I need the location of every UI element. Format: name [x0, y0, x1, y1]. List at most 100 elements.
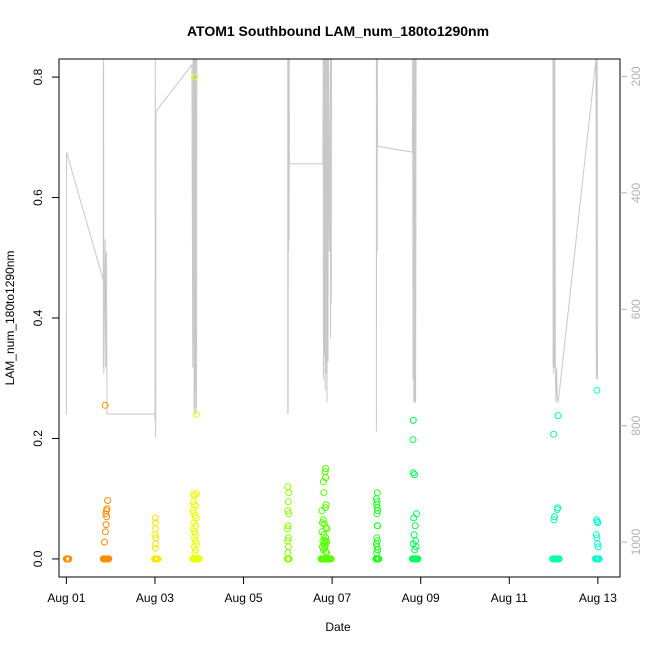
y2-tick-label: 600: [629, 299, 643, 319]
data-point: [318, 519, 326, 527]
y2-tick-label: 400: [629, 183, 643, 203]
data-point: [322, 465, 330, 473]
y-tick-label: 0.4: [31, 309, 45, 326]
data-point: [322, 524, 330, 532]
data-point: [284, 549, 292, 557]
data-point: [65, 555, 73, 563]
data-point: [284, 525, 291, 533]
x-axis-label: Date: [325, 620, 351, 634]
data-point: [101, 401, 109, 409]
data-point: [373, 489, 381, 497]
data-point: [151, 514, 159, 522]
overlay-series-line: [65, 58, 598, 438]
plot-frame: [58, 58, 621, 578]
data-point: [593, 518, 601, 526]
data-point: [323, 549, 331, 557]
data-point: [319, 478, 327, 486]
data-point: [151, 555, 159, 563]
data-point: [409, 469, 417, 477]
data-point: [151, 531, 159, 539]
data-point: [373, 549, 381, 557]
data-point: [154, 555, 162, 563]
data-point: [321, 544, 329, 552]
data-point: [595, 555, 603, 563]
data-point: [550, 430, 558, 438]
data-point: [193, 490, 200, 498]
data-point: [284, 507, 292, 515]
data-point: [191, 73, 199, 81]
data-point: [374, 522, 382, 530]
y-tick-label: 0.0: [31, 550, 45, 567]
data-point: [284, 543, 292, 551]
data-point: [327, 555, 335, 563]
axes-layer: Aug 01 Aug 03 Aug 05 Aug 07 Aug 09 Aug 11 Aug …: [31, 58, 643, 605]
y-tick-label: 0.8: [31, 68, 45, 85]
x-tick-label: Aug 13: [579, 591, 617, 605]
data-point: [322, 474, 330, 482]
data-point: [101, 528, 109, 536]
data-point: [284, 483, 292, 491]
data-point: [319, 516, 327, 524]
data-point: [285, 510, 293, 518]
y-axis-label: LAM_num_180to1290nm: [3, 251, 17, 386]
data-point: [414, 555, 422, 563]
data-point: [374, 546, 382, 554]
data-point: [101, 538, 108, 546]
data-point: [320, 489, 328, 497]
x-tick-label: Aug 01: [47, 591, 85, 605]
data-point: [409, 416, 417, 424]
data-point: [594, 540, 601, 548]
data-point: [152, 540, 160, 548]
data-point: [375, 555, 383, 563]
data-point: [103, 513, 111, 521]
data-point: [284, 498, 292, 506]
points-layer: [62, 73, 603, 563]
data-point: [322, 548, 330, 556]
data-point: [105, 555, 113, 563]
x-tick-label: Aug 09: [402, 591, 440, 605]
data-point: [195, 555, 203, 563]
data-point: [193, 410, 200, 418]
data-point: [192, 502, 200, 510]
data-point: [102, 521, 110, 529]
data-point: [411, 522, 419, 530]
data-point: [284, 522, 292, 530]
data-point: [555, 555, 563, 563]
x-tick-label: Aug 07: [313, 591, 351, 605]
x-tick-label: Aug 05: [225, 591, 263, 605]
data-point: [322, 501, 330, 509]
data-point: [323, 525, 331, 533]
y2-tick-label: 1000: [629, 528, 643, 555]
chart-title: ATOM1 Southbound LAM_num_180to1290nm: [187, 23, 489, 39]
overlay-line-layer: [65, 58, 598, 438]
data-point: [189, 490, 197, 498]
data-point: [554, 412, 562, 420]
data-point: [410, 531, 418, 539]
y-tick-label: 0.6: [31, 189, 45, 206]
data-point: [374, 507, 382, 515]
data-point: [103, 505, 111, 513]
data-point: [318, 507, 326, 515]
x-tick-label: Aug 03: [136, 591, 174, 605]
data-point: [285, 489, 293, 497]
data-point: [151, 544, 159, 552]
data-point: [550, 516, 558, 524]
data-point: [152, 525, 160, 533]
data-point: [409, 436, 417, 444]
data-point: [191, 549, 199, 557]
y2-tick-label: 800: [629, 415, 643, 435]
data-point: [551, 513, 558, 521]
data-point: [411, 546, 419, 554]
data-point: [411, 471, 418, 479]
x-tick-label: Aug 11: [491, 591, 528, 605]
data-point: [593, 386, 601, 394]
data-point: [592, 531, 600, 539]
data-point: [284, 534, 292, 542]
data-point: [591, 555, 599, 563]
data-point: [373, 510, 381, 518]
data-point: [102, 510, 110, 518]
data-point: [104, 497, 112, 504]
data-point: [553, 506, 561, 513]
